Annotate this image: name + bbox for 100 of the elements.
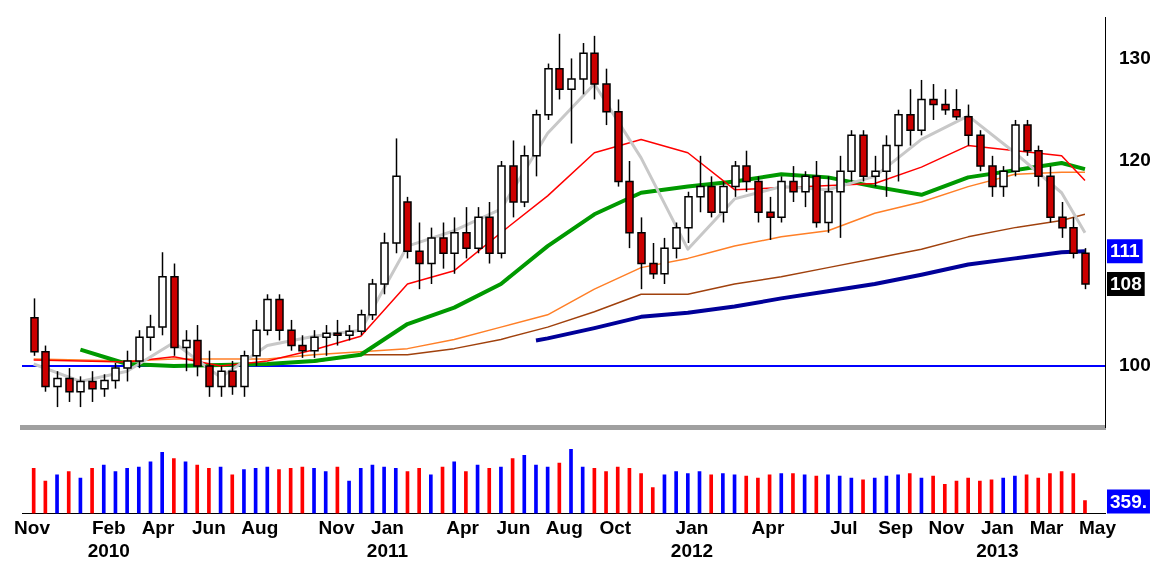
candlestick [871, 155, 880, 188]
x-tick-label: Jan 2013 [976, 517, 1019, 561]
candlestick [146, 314, 155, 352]
x-tick-label: Jan 2011 [366, 517, 409, 561]
y-tick-label: 130 [1119, 46, 1151, 68]
x-tick-label: May [1079, 517, 1117, 539]
bar [534, 464, 538, 514]
candlestick [649, 242, 658, 280]
candlestick [941, 88, 950, 116]
bar [358, 467, 363, 514]
bar [1083, 500, 1087, 514]
bar [277, 469, 281, 514]
candlestick [567, 57, 576, 145]
bar [826, 474, 830, 514]
bar [195, 464, 200, 514]
bar [861, 479, 865, 514]
candlestick [205, 349, 214, 398]
candlestick [766, 196, 775, 241]
bar [931, 475, 935, 514]
bar [323, 471, 328, 514]
candlestick [801, 170, 810, 208]
bar [464, 471, 468, 514]
bar [452, 461, 457, 514]
x-tick-label: Jun [192, 517, 226, 539]
bar [639, 473, 643, 514]
bar [1048, 473, 1052, 514]
y-tick-label: 120 [1119, 149, 1151, 171]
bar [101, 464, 106, 514]
candlestick [415, 221, 424, 290]
candlestick [789, 165, 798, 203]
bar [242, 469, 246, 514]
bar [1013, 475, 1017, 514]
candlestick [672, 221, 681, 260]
x-tick-label: Aug [241, 517, 279, 539]
candlestick [999, 165, 1008, 198]
bar [557, 462, 562, 514]
candlestick [298, 334, 307, 359]
candlestick [76, 375, 85, 408]
bar [872, 477, 877, 514]
x-tick-label: Apr [141, 517, 175, 539]
bar [265, 466, 270, 514]
y-tick-label: 100 [1119, 354, 1151, 376]
x-tick-label: Jul [830, 517, 858, 539]
x-tick-label: Nov [318, 517, 355, 539]
candlestick [1058, 201, 1067, 239]
bar [721, 473, 725, 514]
candlestick [952, 88, 961, 121]
candlestick [555, 33, 564, 101]
text: 359. [1110, 490, 1147, 512]
bar [393, 467, 398, 514]
text: 111 [1110, 240, 1141, 262]
candlestick [357, 308, 366, 337]
bar [580, 466, 585, 514]
bar [650, 487, 655, 514]
bar [569, 449, 573, 514]
candlestick [310, 329, 319, 359]
candlestick [287, 319, 296, 352]
candlestick [88, 370, 97, 403]
bar [160, 451, 164, 514]
x-tick-label: Nov [928, 517, 965, 539]
candlestick [333, 319, 342, 347]
x-tick-label: Jun [496, 517, 531, 539]
bar [66, 471, 71, 514]
bar [604, 471, 608, 514]
bar [172, 458, 176, 514]
x-tick-label: Apr [751, 517, 785, 539]
bar [417, 467, 421, 514]
bar [966, 477, 970, 514]
text: 108 [1110, 273, 1142, 295]
x-tick-label: Nov [14, 517, 51, 539]
bar [978, 480, 982, 514]
candlestick [696, 155, 705, 213]
bar [487, 467, 492, 514]
bar [55, 474, 59, 514]
bar [814, 475, 819, 514]
candlestick [228, 360, 237, 396]
bar [125, 467, 129, 514]
bar [744, 475, 749, 514]
bar [499, 466, 503, 514]
candlestick [123, 349, 132, 383]
candlestick [182, 329, 191, 372]
bar [907, 473, 912, 514]
bar [90, 467, 94, 514]
bar [791, 473, 795, 514]
candlestick [906, 88, 915, 147]
bar [522, 455, 527, 514]
candlestick [100, 373, 109, 398]
candlestick [964, 103, 973, 147]
bar [207, 467, 211, 514]
candlestick [742, 149, 751, 193]
candlestick [450, 216, 459, 275]
candlestick [462, 206, 471, 260]
candlestick [322, 324, 331, 357]
bar [382, 466, 386, 514]
bar [429, 474, 433, 514]
x-tick-label: Mar [1029, 517, 1065, 539]
bar [756, 477, 760, 514]
x-tick-label: Feb 2010 [87, 517, 130, 561]
bar [347, 480, 351, 514]
x-tick-label: Apr [446, 517, 480, 539]
